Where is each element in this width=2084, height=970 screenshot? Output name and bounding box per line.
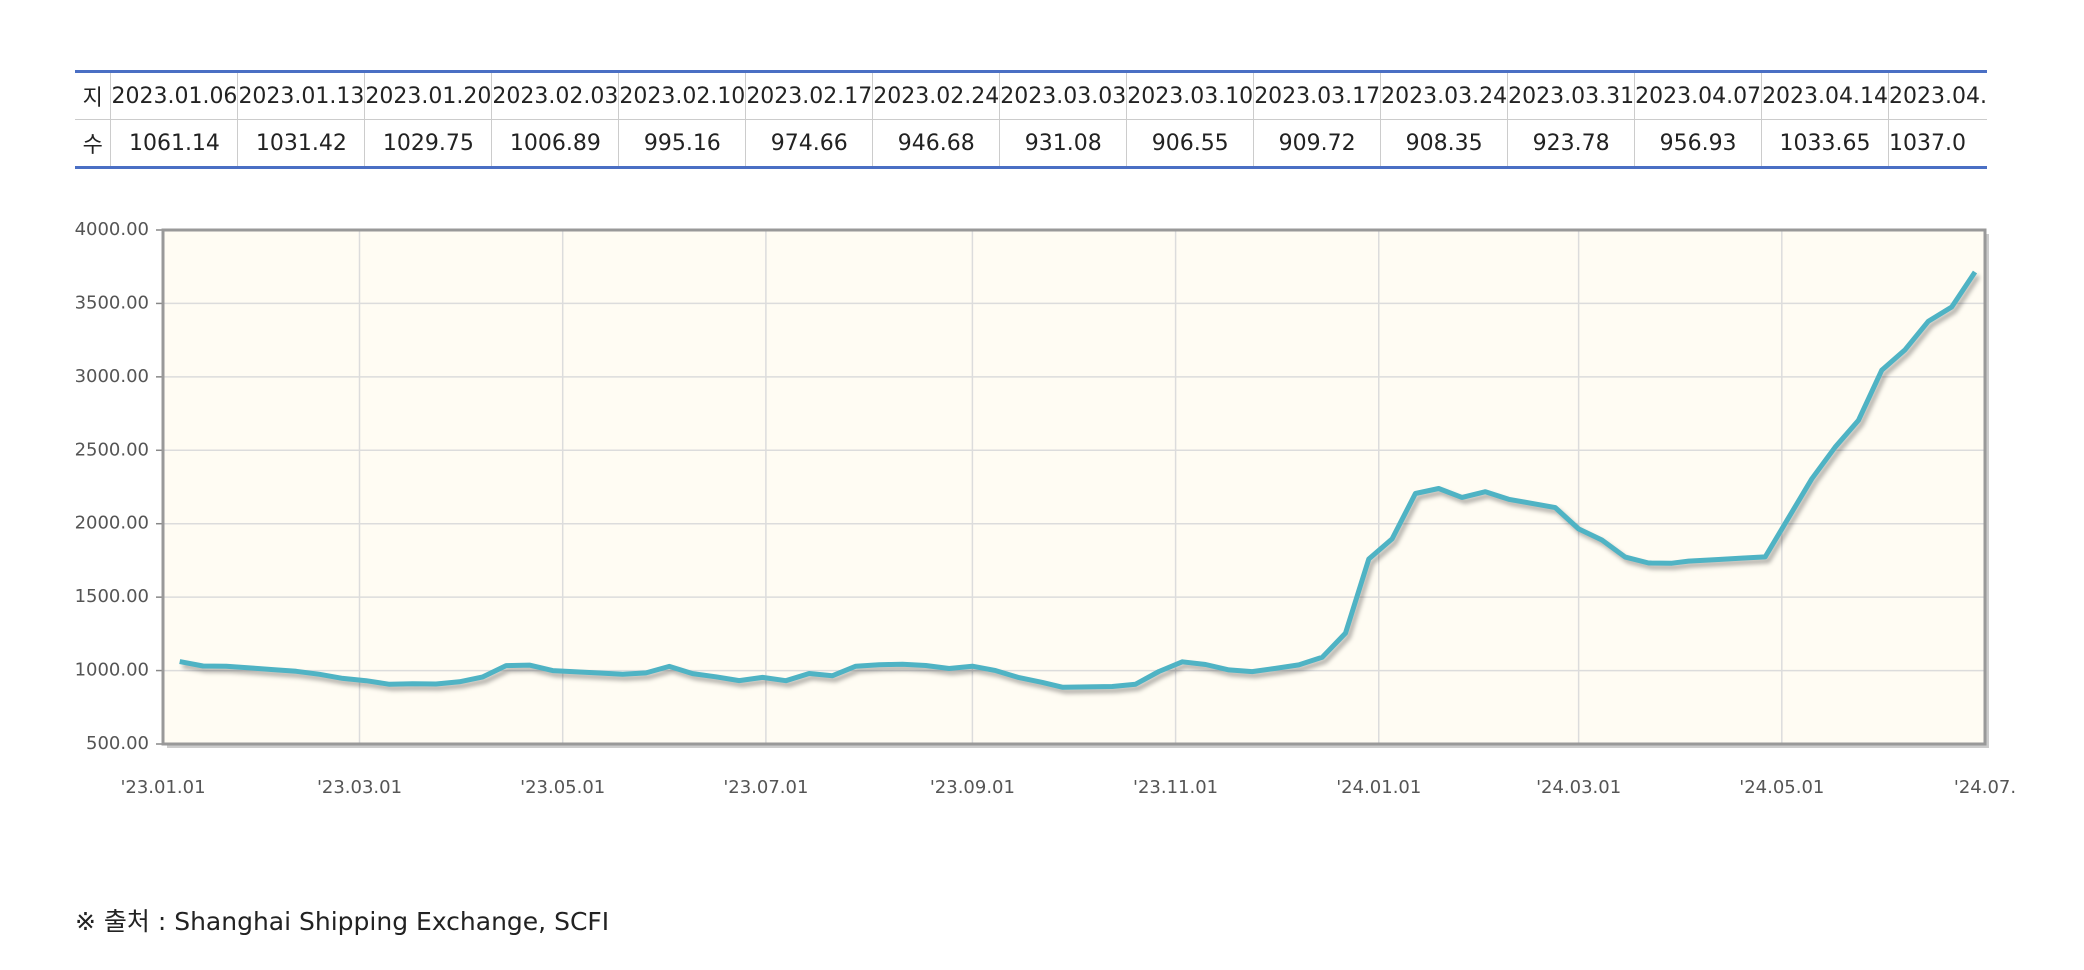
table-cell: 974.66 bbox=[745, 119, 874, 166]
source-note: ※ 출처 : Shanghai Shipping Exchange, SCFI bbox=[75, 907, 610, 936]
table-cell: 909.72 bbox=[1253, 119, 1382, 166]
x-tick-label: '24.05.01 bbox=[1739, 777, 1824, 798]
x-tick-label: '23.07.01 bbox=[723, 777, 808, 798]
y-tick-label: 2000.00 bbox=[75, 513, 149, 534]
table-cell: 2023.03.03 bbox=[999, 73, 1128, 120]
table-cell: 956.93 bbox=[1634, 119, 1763, 166]
table-cell: 2023.01.13 bbox=[237, 73, 366, 120]
chart: 500.00 1000.00 1500.00 2000.00 2500.00 3000.0… bbox=[75, 219, 2017, 798]
y-tick-label: 500.00 bbox=[86, 733, 149, 754]
table-cell: 2023.03.10 bbox=[1126, 73, 1255, 120]
table-cell: 2023.03.24 bbox=[1380, 73, 1509, 120]
series-line bbox=[179, 270, 1978, 690]
table-cell: 906.55 bbox=[1126, 119, 1255, 166]
table-cell: 923.78 bbox=[1507, 119, 1636, 166]
x-tick-label: '23.01.01 bbox=[120, 777, 205, 798]
row-label: 수 bbox=[75, 119, 112, 166]
table-cell: 1031.42 bbox=[237, 119, 366, 166]
table-cell: 2023.02.24 bbox=[872, 73, 1001, 120]
plot-border bbox=[161, 228, 1987, 746]
table: 지 2023.01.06 2023.01.13 2023.01.20 2023.02.0… bbox=[75, 73, 1987, 166]
table-cell: 2023.03.17 bbox=[1253, 73, 1382, 120]
table-cell: 2023.01.20 bbox=[364, 73, 493, 120]
y-tick-label: 3500.00 bbox=[75, 292, 149, 313]
table-cell: 2023.02.10 bbox=[618, 73, 747, 120]
y-tick-label: 4000.00 bbox=[75, 219, 149, 240]
x-tick-label: '24.01.01 bbox=[1336, 777, 1421, 798]
table-cell: 2023.01.06 bbox=[110, 73, 239, 120]
x-tick-label: '24.03.01 bbox=[1536, 777, 1621, 798]
y-tick-label: 3000.00 bbox=[75, 366, 149, 387]
table-cell: 908.35 bbox=[1380, 119, 1509, 166]
x-tick-label: '23.03.01 bbox=[317, 777, 402, 798]
x-tick-label: '23.09.01 bbox=[930, 777, 1015, 798]
table-cell: 2023.03.31 bbox=[1507, 73, 1636, 120]
table-cell: 1029.75 bbox=[364, 119, 493, 166]
table-cell: 931.08 bbox=[999, 119, 1128, 166]
table-cell: 2023.04.14 bbox=[1761, 73, 1890, 120]
y-tick-label: 2500.00 bbox=[75, 439, 149, 460]
x-tick-label: '23.11.01 bbox=[1133, 777, 1218, 798]
x-tick-label: '24.07. bbox=[1954, 777, 2016, 798]
data-table: 지 2023.01.06 2023.01.13 2023.01.20 2023.02.0… bbox=[75, 70, 1987, 169]
table-cell: 1033.65 bbox=[1761, 119, 1890, 166]
table-cell: 2023.04. bbox=[1888, 73, 1987, 120]
table-cell: 2023.02.03 bbox=[491, 73, 620, 120]
table-cell: 2023.04.07 bbox=[1634, 73, 1763, 120]
plot-area bbox=[163, 230, 1985, 744]
y-tick-label: 1500.00 bbox=[75, 586, 149, 607]
table-cell: 995.16 bbox=[618, 119, 747, 166]
row-label: 지 bbox=[75, 73, 112, 120]
y-tick-label: 1000.00 bbox=[75, 660, 149, 681]
table-row: 수 1061.14 1031.42 1029.75 1006.89 995.16 974.6… bbox=[75, 119, 1987, 166]
table-cell: 1006.89 bbox=[491, 119, 620, 166]
x-tick-label: '23.05.01 bbox=[520, 777, 605, 798]
table-cell: 2023.02.17 bbox=[745, 73, 874, 120]
table-row: 지 2023.01.06 2023.01.13 2023.01.20 2023.02.0… bbox=[75, 73, 1987, 120]
table-cell: 1061.14 bbox=[110, 119, 239, 166]
table-cell: 1037.0 bbox=[1888, 119, 1987, 166]
table-cell: 946.68 bbox=[872, 119, 1001, 166]
